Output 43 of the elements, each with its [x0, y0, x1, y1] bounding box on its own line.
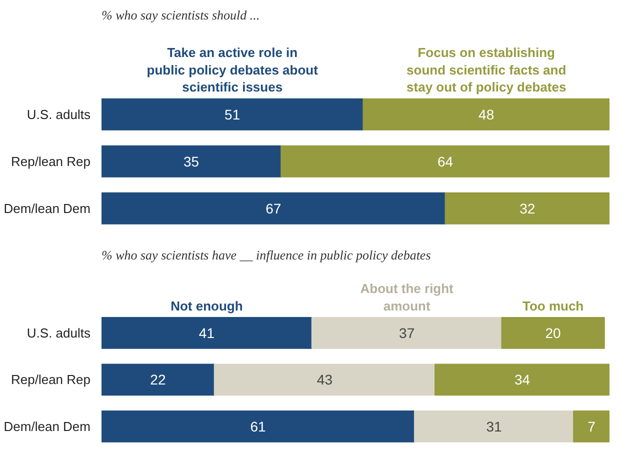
- y-tick-label: U.S. adults: [26, 106, 91, 122]
- data-label: 22: [150, 372, 166, 388]
- data-label: 61: [250, 418, 266, 434]
- y-tick-label: Rep/lean Rep: [11, 372, 90, 388]
- bar: [102, 98, 364, 130]
- y-tick-label: U.S. adults: [26, 325, 91, 340]
- bar: [501, 317, 605, 349]
- y-tick-label: Dem/lean Dem: [4, 200, 91, 216]
- series-label: Too much: [522, 298, 584, 314]
- y-tick-label: Rep/lean Rep: [11, 154, 90, 169]
- bar: [280, 145, 610, 178]
- data-label: 20: [545, 324, 562, 341]
- bar: [102, 145, 282, 178]
- bar: [434, 364, 610, 396]
- bar: [102, 410, 416, 442]
- data-label: 51: [224, 106, 240, 122]
- data-label: 32: [520, 200, 536, 216]
- data-label: 7: [588, 418, 596, 434]
- bar: [444, 192, 610, 224]
- data-label: 41: [198, 324, 215, 341]
- data-label: 31: [486, 418, 502, 434]
- y-tick-label: Dem/lean Dem: [4, 418, 91, 434]
- bar: [214, 364, 436, 396]
- data-label: 43: [316, 372, 333, 388]
- data-label: 34: [514, 372, 530, 388]
- data-label: 67: [266, 200, 282, 216]
- series-label: Not enough: [170, 298, 243, 314]
- bar: [573, 410, 610, 442]
- bar: [102, 364, 215, 396]
- bar: [362, 98, 610, 130]
- series-label: About the right amount: [360, 281, 454, 314]
- series-label: Focus on establishing sound scientific facts and stay out of policy debates: [406, 45, 566, 95]
- bar: [102, 317, 312, 349]
- bar: [311, 317, 502, 349]
- bar: [102, 192, 446, 224]
- chart-title: % who say scientists have __ influence in public policy debates: [102, 248, 431, 262]
- data-label: 35: [184, 153, 200, 170]
- series-label: Take an active role in public policy debates about scientific issues: [146, 45, 319, 95]
- bar: [414, 410, 574, 442]
- data-label: 48: [478, 106, 494, 122]
- chart-title: % who say scientists should ...: [102, 8, 260, 22]
- data-label: 64: [438, 153, 454, 170]
- data-label: 37: [399, 324, 415, 341]
